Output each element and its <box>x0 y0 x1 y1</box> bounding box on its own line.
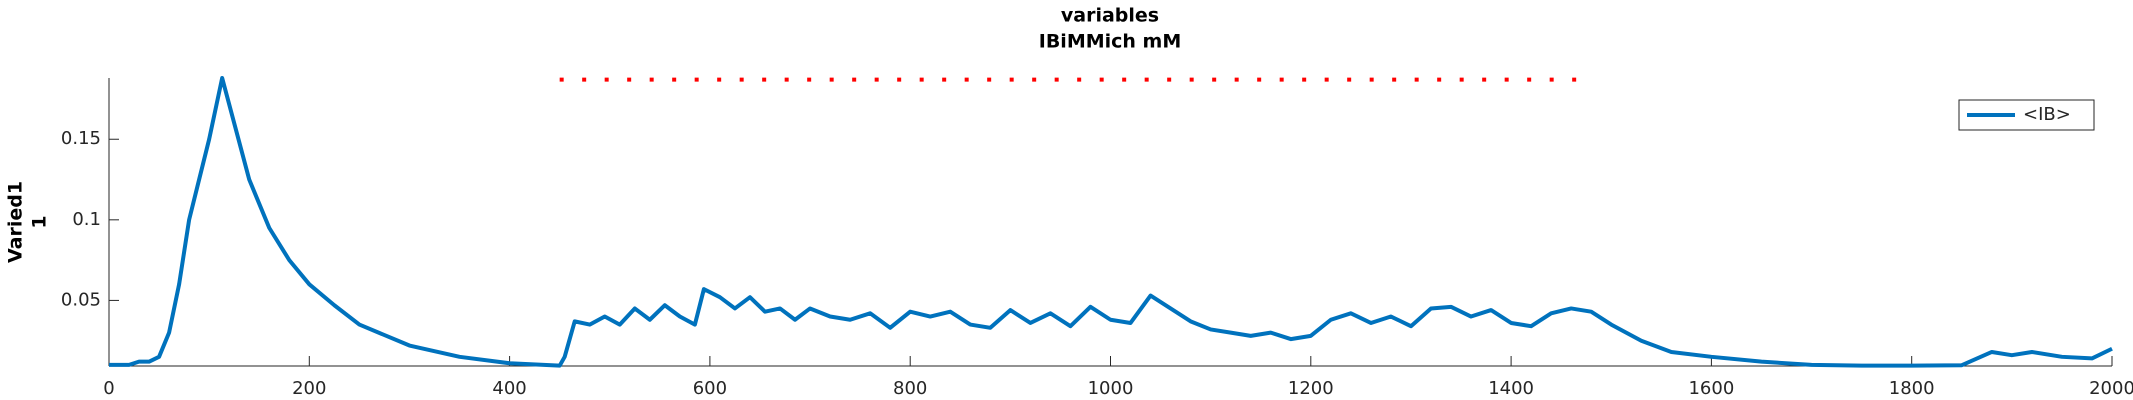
y-axis-label: 1 <box>29 215 51 228</box>
x-tick-label: 800 <box>893 378 927 399</box>
series-line <box>109 76 2113 368</box>
x-tick-label: 1200 <box>1288 378 1334 399</box>
x-tick-label: 1000 <box>1088 378 1134 399</box>
legend-label: <IB> <box>2023 104 2071 125</box>
chart-title: variables <box>1061 5 1159 27</box>
x-tick-label: 2000 <box>2089 378 2133 399</box>
x-tick-label: 200 <box>292 378 326 399</box>
x-tick-label: 1800 <box>1889 378 1935 399</box>
x-tick-label: 1400 <box>1488 378 1534 399</box>
y-tick-label: 0.1 <box>72 209 101 230</box>
x-tick-label: 0 <box>103 378 114 399</box>
y-tick-label: 0.05 <box>61 289 101 310</box>
x-tick-label: 400 <box>492 378 526 399</box>
chart-subtitle: IBiMMich mM <box>1039 31 1182 53</box>
y-axis-label: Varied1 <box>5 181 27 263</box>
x-tick-label: 1600 <box>1688 378 1734 399</box>
x-tick-label: 600 <box>693 378 727 399</box>
y-tick-label: 0.15 <box>61 128 101 149</box>
